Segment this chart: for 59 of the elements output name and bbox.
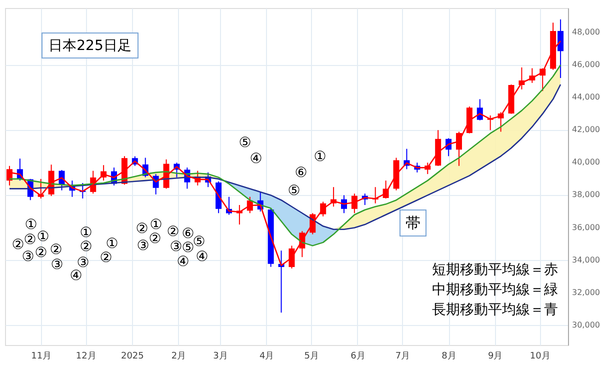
- y-tick-label: 38,000: [572, 190, 600, 200]
- y-tick-label: 32,000: [572, 288, 600, 297]
- y-tick-label: 48,000: [572, 27, 600, 36]
- annotation: ③: [50, 257, 64, 273]
- annotation: 短期移動平均線＝赤: [432, 262, 558, 278]
- x-tick-label: 8月: [442, 352, 456, 362]
- annotation: ①: [150, 217, 162, 233]
- annotation: ⑤: [192, 234, 206, 250]
- y-tick-label: 46,000: [572, 60, 600, 69]
- annotation: ②: [100, 250, 112, 266]
- candlestick: [476, 98, 483, 121]
- annotation: ①: [80, 225, 92, 241]
- x-tick-label: 2月: [171, 352, 186, 362]
- annotation: ③: [22, 249, 34, 265]
- x-tick-label: 4月: [259, 352, 274, 362]
- annotation: 帯: [406, 214, 420, 232]
- annotation: ③: [170, 239, 182, 255]
- annotation: ③: [136, 238, 150, 254]
- annotation: ②: [80, 239, 92, 255]
- annotation: ②: [34, 245, 48, 261]
- annotation: ②: [24, 232, 36, 248]
- annotation: ②: [148, 231, 162, 247]
- annotation: 長期移動平均線＝青: [432, 302, 558, 318]
- x-tick-label: 6月: [350, 352, 366, 362]
- annotation: ③: [76, 255, 90, 271]
- y-tick-label: 42,000: [572, 125, 600, 134]
- annotation: ⑤: [288, 183, 300, 199]
- annotation: ④: [176, 254, 190, 270]
- y-tick-label: 30,000: [572, 320, 600, 330]
- annotation: ⑥: [182, 226, 194, 242]
- annotation: ②: [50, 242, 62, 258]
- annotation: ②: [12, 237, 24, 253]
- x-tick-label: 9月: [488, 352, 503, 362]
- annotation: ④: [250, 151, 262, 167]
- x-tick-label: 2025: [120, 352, 144, 362]
- annotation: ①: [36, 229, 50, 245]
- annotation: 中期移動平均線＝緑: [432, 282, 558, 298]
- annotation: ⑥: [294, 165, 308, 181]
- annotation: ②: [136, 221, 148, 237]
- y-tick-label: 34,000: [572, 255, 600, 264]
- x-tick-label: 5月: [304, 352, 320, 362]
- x-tick-label: 3月: [213, 352, 228, 362]
- annotation: ⑤: [182, 240, 194, 256]
- x-tick-label: 7月: [395, 352, 410, 362]
- x-tick-label: 12月: [76, 352, 96, 362]
- x-tick-label: 10月: [530, 352, 550, 362]
- y-tick-label: 44,000: [572, 92, 600, 102]
- y-tick-label: 36,000: [572, 222, 600, 232]
- annotation: ④: [70, 268, 82, 284]
- annotation: ⑤: [238, 135, 252, 151]
- annotation: ②: [166, 224, 180, 240]
- annotation: ①: [106, 236, 118, 252]
- annotation: ①: [314, 149, 326, 165]
- y-tick-label: 40,000: [572, 158, 600, 167]
- annotation: ④: [196, 249, 208, 265]
- candlestick: [558, 18, 564, 79]
- x-tick-label: 11月: [31, 352, 52, 362]
- text: 日本225日足: [48, 38, 132, 54]
- annotation: ①: [24, 217, 38, 233]
